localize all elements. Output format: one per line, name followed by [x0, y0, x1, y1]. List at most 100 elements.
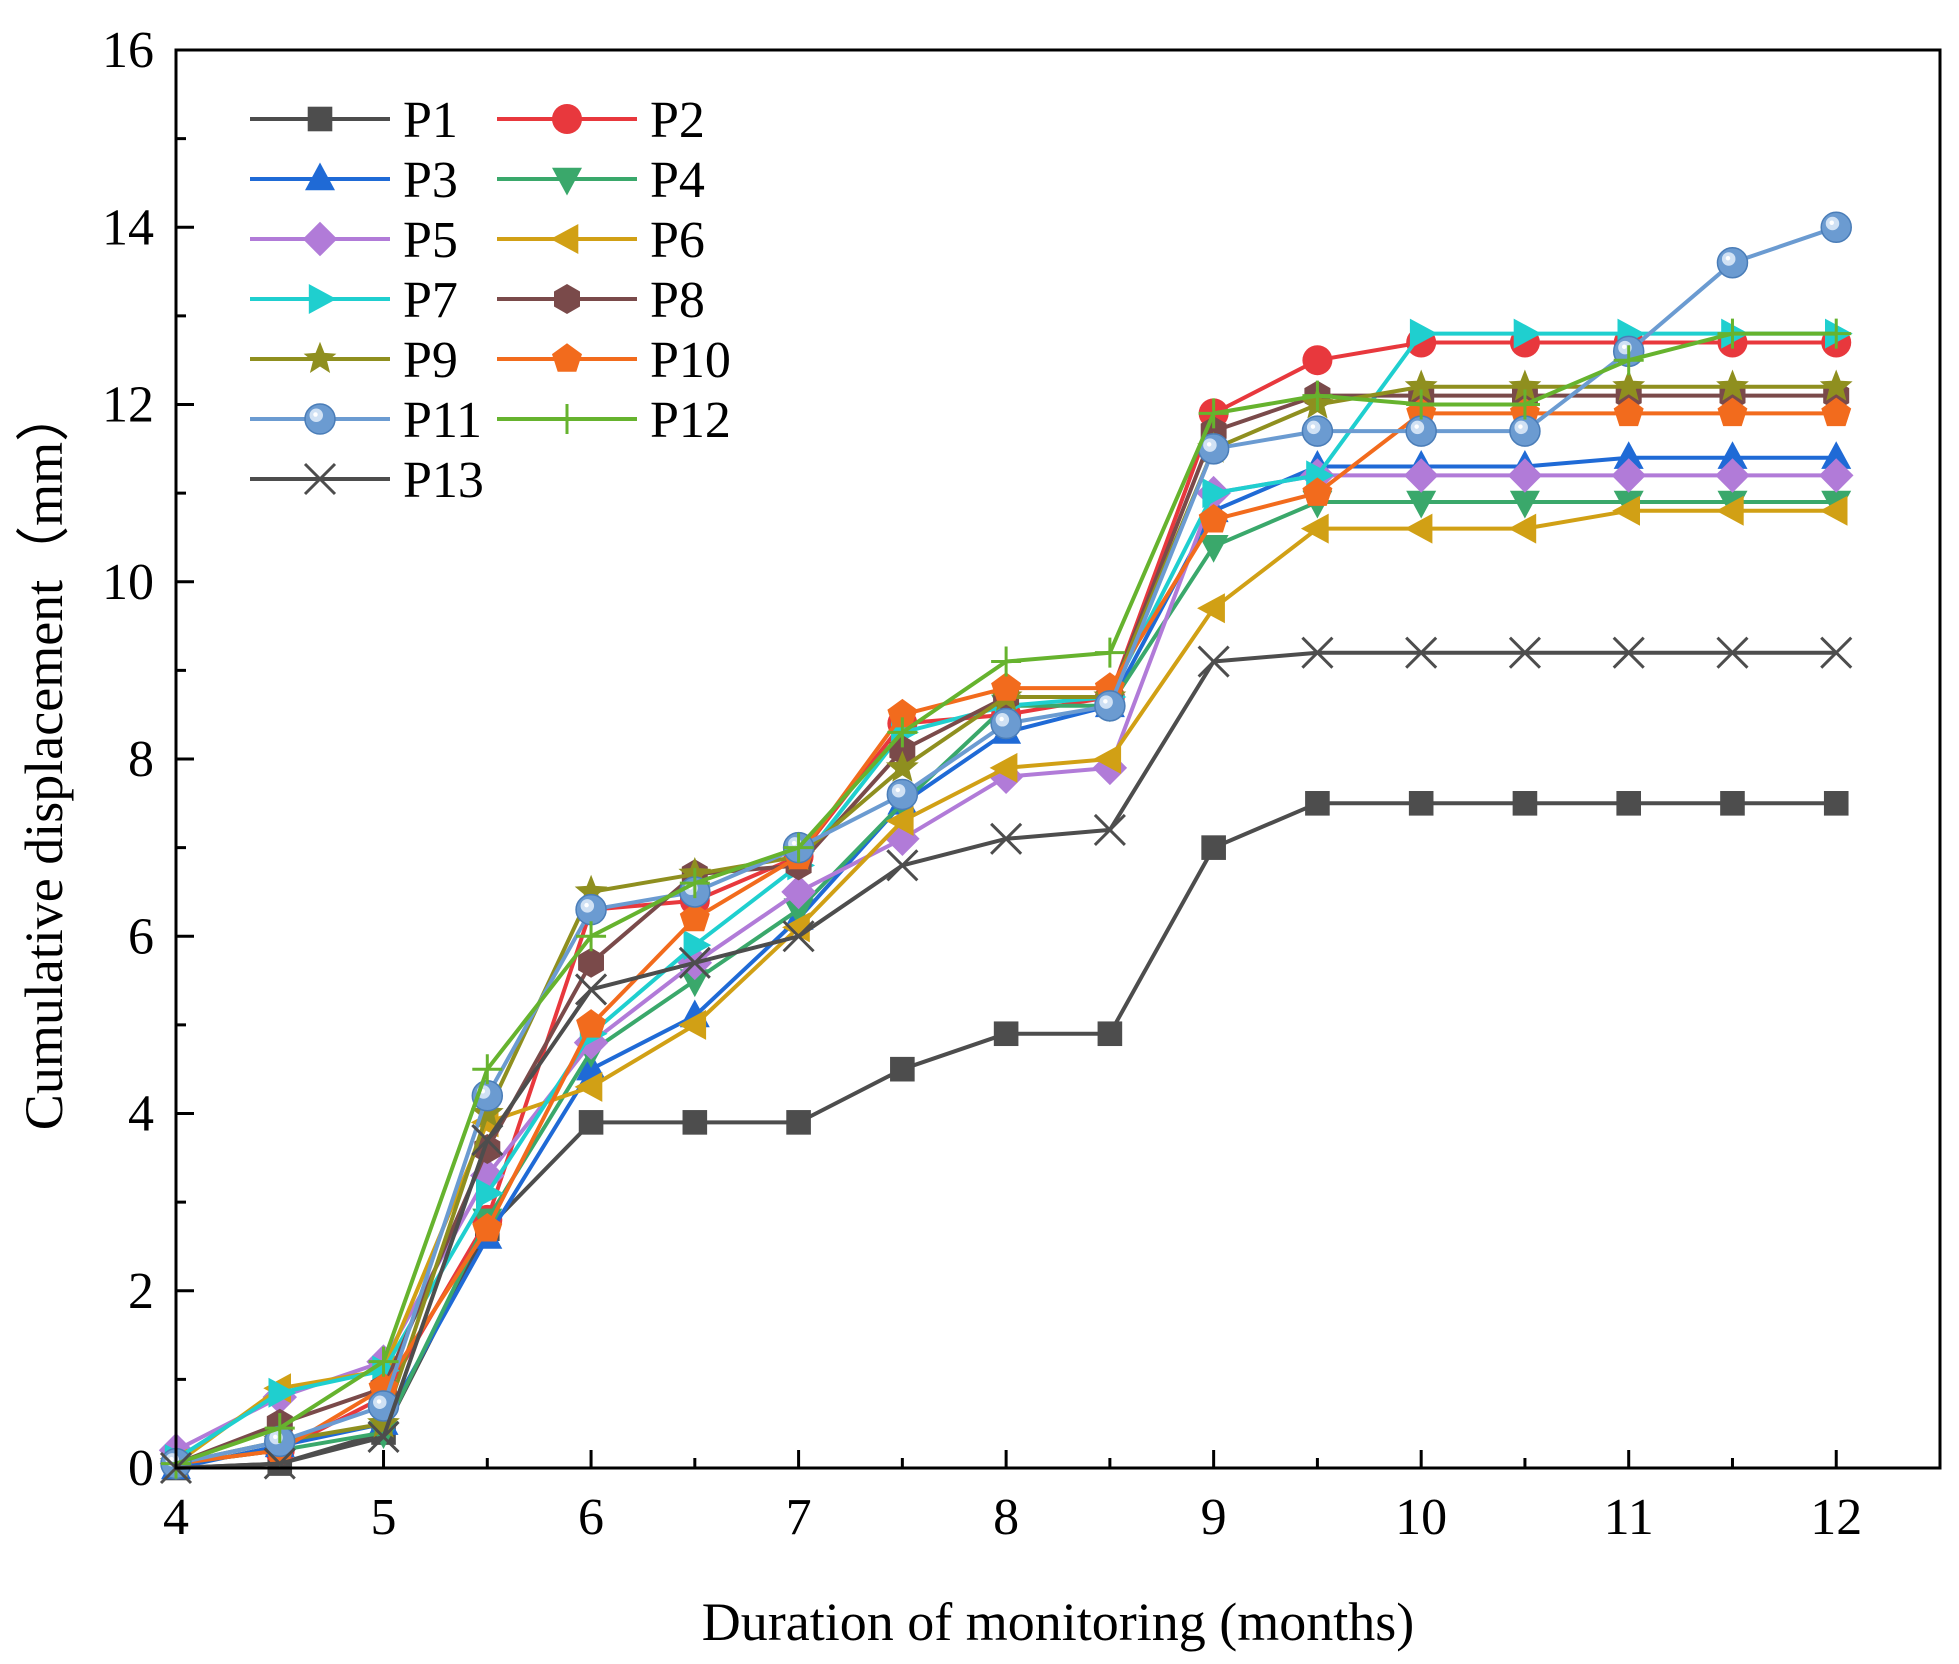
data-point-p13 — [678, 946, 711, 979]
data-point-p4 — [679, 969, 710, 998]
data-point-p12 — [1821, 318, 1852, 349]
data-point-p1 — [578, 1110, 604, 1135]
legend-entry-p6: P6 — [497, 212, 705, 269]
x-tick-label: 11 — [1604, 1489, 1654, 1546]
x-tick-label: 6 — [578, 1489, 604, 1546]
data-point-p1 — [1512, 791, 1538, 816]
marker-highlight — [999, 716, 1004, 722]
y-tick-label: 16 — [102, 22, 154, 79]
data-point-p13 — [1093, 813, 1126, 846]
data-point-p12 — [1613, 345, 1644, 376]
series-p11 — [160, 211, 1852, 1480]
series-p13 — [159, 636, 1853, 1485]
data-point-p5 — [1715, 458, 1750, 493]
data-point-p13 — [886, 849, 919, 882]
legend-label: P6 — [650, 212, 705, 269]
series-line-p1 — [175, 801, 1837, 1470]
data-point-p10 — [1821, 397, 1852, 427]
data-point-p9 — [1508, 369, 1542, 401]
y-tick-label: 12 — [102, 377, 154, 434]
y-tick-label: 0 — [128, 1440, 154, 1497]
data-point-p1 — [1097, 1021, 1123, 1047]
data-point-p13 — [1508, 636, 1542, 669]
data-point-p2 — [1302, 345, 1333, 376]
marker-highlight — [1829, 220, 1834, 225]
data-point-p12 — [679, 868, 710, 899]
data-point-p7 — [1409, 318, 1438, 349]
x-tick-label: 4 — [163, 1489, 189, 1546]
data-point-p9 — [885, 750, 919, 782]
data-point-p10 — [1613, 397, 1644, 427]
marker-highlight — [1621, 344, 1627, 350]
data-point-p10 — [991, 672, 1022, 701]
marker-highlight — [313, 412, 318, 417]
legend-label: P9 — [403, 332, 458, 389]
legend-entry-p1: P1 — [250, 92, 458, 149]
data-point-p6 — [1093, 744, 1122, 774]
legend-marker — [305, 162, 335, 191]
data-point-p13 — [1405, 636, 1438, 669]
data-point-p9 — [1612, 369, 1646, 401]
data-point-p10 — [887, 698, 918, 728]
x-tick-label: 7 — [786, 1489, 812, 1546]
legend-marker — [552, 167, 582, 196]
data-point-p6 — [1716, 495, 1744, 526]
data-point-p13 — [1301, 636, 1334, 669]
data-point-p6 — [1612, 495, 1640, 526]
legend-entry-p5: P5 — [250, 212, 458, 269]
y-tick-label: 8 — [128, 731, 154, 788]
data-point-p5 — [781, 874, 816, 910]
data-point-p1 — [1616, 791, 1642, 816]
data-point-p9 — [1404, 369, 1438, 401]
series-p1 — [163, 791, 1849, 1481]
data-point-p13 — [367, 1420, 400, 1454]
legend-label: P2 — [650, 92, 705, 149]
data-point-p12 — [1302, 380, 1333, 411]
legend-entry-p9: P9 — [250, 332, 458, 389]
legend-marker — [307, 106, 333, 132]
data-point-p4 — [1198, 535, 1229, 563]
data-point-p13 — [471, 1124, 504, 1157]
data-point-p13 — [782, 920, 815, 953]
data-point-p4 — [1406, 490, 1437, 519]
data-point-p10 — [576, 1009, 606, 1038]
data-point-p6 — [1404, 513, 1433, 544]
marker-highlight — [169, 1456, 174, 1462]
data-point-p5 — [1611, 458, 1646, 493]
data-point-p3 — [1717, 441, 1748, 469]
data-point-p13 — [1612, 636, 1645, 669]
x-axis-title: Duration of monitoring (months) — [702, 1592, 1414, 1652]
legend-label: P1 — [403, 92, 458, 149]
legend-label: P12 — [650, 392, 731, 449]
legend-entry-p10: P10 — [497, 332, 731, 389]
marker-highlight — [791, 840, 797, 846]
marker-highlight — [376, 1399, 382, 1404]
legend-label: P4 — [650, 152, 705, 209]
data-point-p12 — [368, 1346, 399, 1377]
legend-label: P11 — [403, 392, 482, 449]
x-tick-label: 10 — [1395, 1489, 1447, 1546]
data-point-p10 — [679, 902, 710, 932]
marker-highlight — [895, 787, 901, 793]
legend: P1 P2 P3 P4 P5 P6 P7 P8 P9 P10 P11 P12 P13 — [250, 92, 731, 509]
marker-highlight — [273, 1434, 278, 1440]
legend-marker — [303, 462, 337, 496]
marker-highlight — [1725, 255, 1731, 261]
data-point-p12 — [991, 646, 1022, 677]
y-axis-title: Cumulative displacement（mm） — [14, 388, 74, 1130]
legend-entry-p13: P13 — [250, 452, 484, 509]
data-point-p6 — [885, 806, 914, 836]
legend-entry-p11: P11 — [250, 392, 482, 449]
data-point-p13 — [1820, 636, 1853, 669]
data-point-p1 — [993, 1021, 1019, 1047]
y-tick-label: 6 — [128, 908, 154, 965]
legend-marker — [552, 343, 582, 372]
data-point-p6 — [574, 1071, 603, 1102]
data-point-p13 — [1716, 636, 1749, 669]
data-point-p10 — [1717, 397, 1748, 427]
legend-entry-p12: P12 — [497, 392, 731, 449]
data-point-p6 — [1197, 593, 1225, 624]
data-point-p1 — [890, 1056, 915, 1082]
data-point-p5 — [1507, 458, 1543, 493]
series-line-p10 — [175, 411, 1837, 1466]
